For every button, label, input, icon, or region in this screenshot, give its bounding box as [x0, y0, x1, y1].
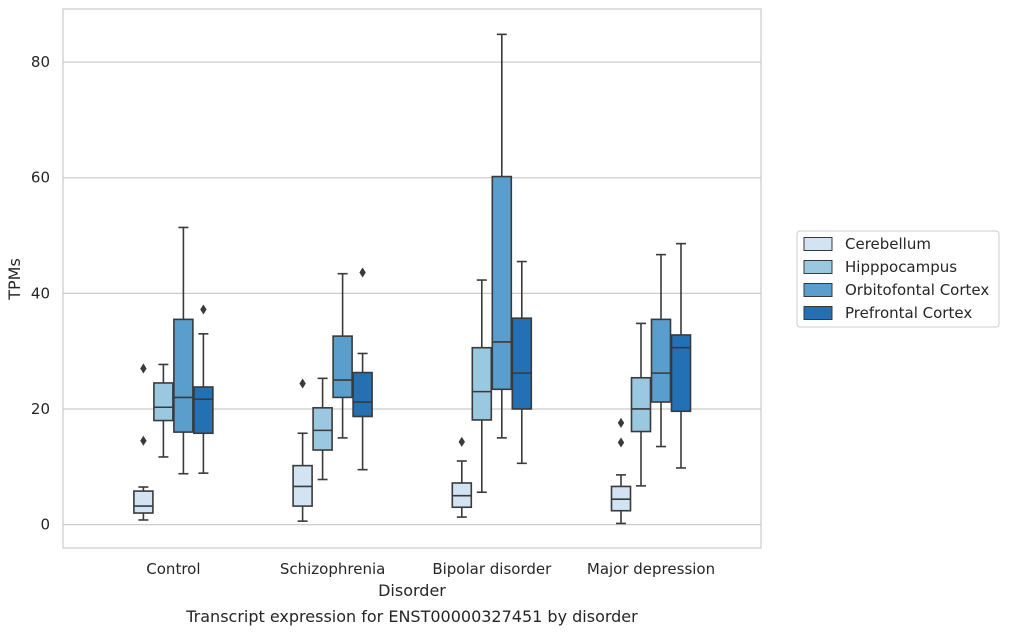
legend: Cerebellum Hipppocampus Orbitofontal Corte…	[796, 230, 1000, 328]
box-1-0	[292, 378, 313, 522]
x-tick-label: Control	[146, 560, 200, 578]
box-2-0	[451, 436, 473, 518]
legend-label: Hipppocampus	[845, 258, 957, 276]
y-tick-label: 40	[31, 284, 50, 302]
box-iqr	[133, 490, 154, 514]
outlier-point	[200, 304, 207, 315]
box-3-1	[630, 322, 652, 487]
box-iqr	[352, 371, 373, 418]
legend-label: Orbitofontal Cortex	[845, 281, 989, 299]
box-iqr	[153, 382, 174, 422]
box-1-2	[332, 272, 353, 439]
box-series	[133, 33, 692, 525]
legend-swatch	[803, 260, 833, 274]
legend-swatch	[803, 283, 833, 297]
chart-caption: Transcript expression for ENST0000032745…	[185, 607, 638, 626]
box-iqr	[511, 317, 533, 410]
y-tick-label: 80	[31, 53, 50, 71]
box-iqr	[312, 407, 333, 451]
y-tick-labels: 0 20 40 60 80	[31, 53, 50, 533]
x-tick-labels: Control Schizophrenia Bipolar disorder Majo…	[146, 560, 715, 578]
box-3-0	[610, 417, 632, 525]
box-0-3	[193, 304, 214, 474]
legend-label: Prefrontal Cortex	[845, 304, 972, 322]
plot-frame	[62, 8, 762, 549]
x-tick-label: Bipolar disorder	[432, 560, 552, 578]
box-iqr	[193, 386, 214, 435]
box-0-1	[153, 363, 174, 458]
x-tick-label: Major depression	[587, 560, 715, 578]
outlier-point	[140, 435, 147, 446]
y-tick-label: 0	[40, 516, 50, 534]
box-3-3	[670, 242, 692, 469]
outlier-point	[458, 436, 465, 447]
box-iqr	[630, 376, 652, 433]
outlier-point	[140, 363, 147, 374]
grid-lines	[63, 61, 761, 526]
legend-frame	[796, 230, 1000, 328]
legend-entries: Cerebellum Hipppocampus Orbitofontal Corte…	[803, 235, 989, 322]
box-2-3	[511, 260, 533, 465]
box-2-2	[491, 33, 513, 439]
box-2-1	[471, 279, 493, 494]
y-tick-label: 20	[31, 400, 50, 418]
box-1-1	[312, 377, 333, 481]
y-axis-title: TPMs	[5, 258, 24, 301]
box-iqr	[670, 334, 692, 413]
x-axis-title: Disorder	[378, 581, 446, 600]
outlier-point	[299, 378, 306, 389]
legend-swatch	[803, 306, 833, 320]
outlier-point	[359, 267, 366, 278]
box-0-2	[173, 226, 194, 475]
y-tick-label: 60	[31, 169, 50, 187]
x-tick-label: Schizophrenia	[280, 560, 385, 578]
legend-swatch	[803, 237, 833, 251]
outlier-point	[617, 437, 625, 448]
box-iqr	[650, 318, 672, 403]
box-iqr	[332, 335, 353, 399]
box-iqr	[471, 346, 493, 421]
box-iqr	[491, 175, 513, 391]
box-1-3	[352, 267, 373, 471]
box-iqr	[173, 318, 194, 433]
box-0-0	[133, 363, 154, 521]
box-3-2	[650, 253, 672, 448]
legend-label: Cerebellum	[845, 235, 931, 253]
outlier-point	[617, 417, 625, 428]
